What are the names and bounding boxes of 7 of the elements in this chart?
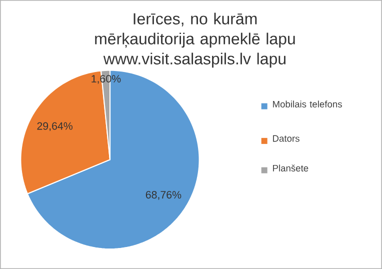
data-label: 29,64% (37, 122, 72, 132)
data-label: 68,76% (146, 191, 182, 200)
legend-label: Planšete (273, 164, 308, 172)
data-label: 1,60% (92, 74, 121, 84)
legend-label: Mobilais telefons (273, 100, 342, 108)
chart-title: Ierīces, no kurām mērķauditorija apmeklē lapu www.visit.salaspils.lv lapu (95, 12, 295, 68)
legend-label: Dators (273, 135, 300, 142)
